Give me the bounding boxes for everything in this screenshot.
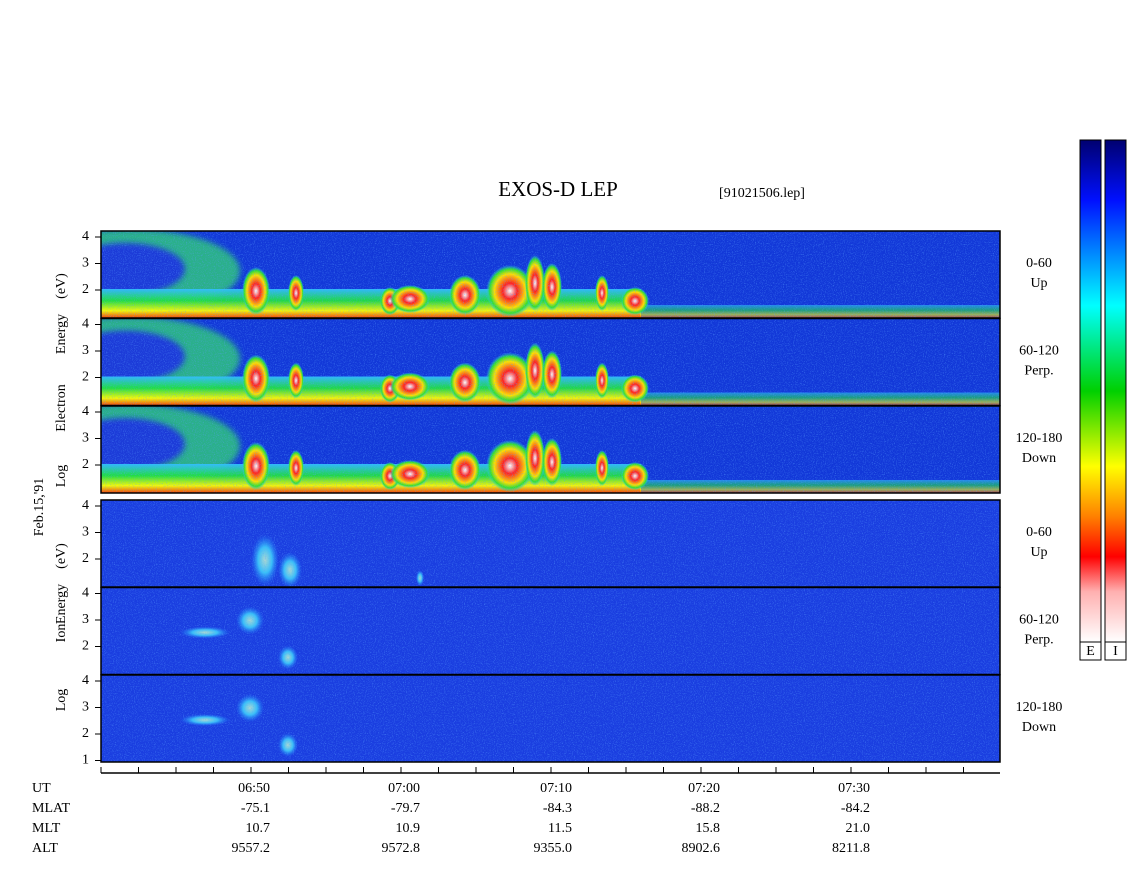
y-tick-label: 2 [82, 370, 89, 385]
row-value: 10.7 [246, 821, 271, 836]
y-tick-label: 3 [82, 525, 89, 540]
row-value: -84.2 [841, 801, 870, 816]
row-label: MLT [32, 821, 61, 836]
row-value: -84.3 [543, 801, 572, 816]
y-tick-label: 3 [82, 343, 89, 358]
color-bar-label-box [1104, 641, 1127, 661]
spectrogram [101, 406, 1000, 493]
noise [101, 406, 1000, 493]
angle-label: 120-180 [1016, 431, 1063, 446]
row-value: 10.9 [396, 821, 421, 836]
y-tick-label: 4 [82, 404, 89, 419]
y-tick-label: 3 [82, 700, 89, 715]
file-name: [91021506.lep] [719, 186, 805, 201]
direction-label: Up [1030, 545, 1047, 560]
date-label: Feb.15,'91 [32, 478, 47, 537]
angle-label: 120-180 [1016, 700, 1063, 715]
color-bar [1079, 139, 1102, 643]
direction-label: Perp. [1024, 364, 1053, 379]
angle-label: 0-60 [1026, 525, 1052, 540]
y-tick-label: 2 [82, 457, 89, 472]
noise [101, 587, 1000, 675]
y-tick-label: 3 [82, 256, 89, 271]
spectrogram [101, 587, 1000, 675]
title: EXOS-D LEP [498, 177, 618, 201]
spectrogram [101, 500, 1000, 587]
noise [101, 500, 1000, 587]
y-axis-label: (eV) [54, 543, 69, 569]
row-value: 9572.8 [382, 841, 421, 856]
direction-label: Up [1030, 276, 1047, 291]
y-tick-label: 2 [82, 726, 89, 741]
row-value: -88.2 [691, 801, 720, 816]
y-axis-label: Log [54, 689, 69, 712]
y-axis-label: Energy [54, 584, 69, 624]
row-value: 15.8 [696, 821, 721, 836]
y-axis-label: Log [54, 465, 69, 488]
row-value: 06:50 [238, 781, 270, 796]
y-tick-label: 2 [82, 282, 89, 297]
y-tick-label: 1 [82, 753, 89, 768]
y-axis-label: Energy [54, 314, 69, 354]
row-label: ALT [32, 841, 58, 856]
row-value: 07:00 [388, 781, 420, 796]
y-tick-label: 4 [82, 673, 89, 688]
y-tick-label: 4 [82, 498, 89, 513]
y-tick-label: 2 [82, 551, 89, 566]
y-axis-label: Electron [54, 384, 69, 431]
panel-frame [100, 674, 1001, 763]
spectrogram [101, 675, 1000, 762]
row-value: 9557.2 [232, 841, 271, 856]
row-value: 21.0 [846, 821, 871, 836]
y-tick-label: 4 [82, 317, 89, 332]
noise [101, 231, 1000, 318]
row-value: -75.1 [241, 801, 270, 816]
row-value: 9355.0 [534, 841, 573, 856]
color-bar-label: E [1086, 644, 1095, 659]
color-bar [1104, 139, 1127, 643]
angle-label: 0-60 [1026, 256, 1052, 271]
color-bar-label-box [1079, 641, 1102, 661]
direction-label: Down [1022, 720, 1056, 735]
noise [101, 318, 1000, 406]
y-axis-label: (eV) [54, 273, 69, 299]
row-value: 07:30 [838, 781, 870, 796]
direction-label: Perp. [1024, 633, 1053, 648]
y-tick-label: 4 [82, 586, 89, 601]
y-axis-label: Ion [54, 624, 69, 643]
row-value: -79.7 [391, 801, 420, 816]
row-value: 8211.8 [832, 841, 870, 856]
row-label: UT [32, 781, 51, 796]
spectrogram [101, 318, 1000, 406]
y-tick-label: 3 [82, 431, 89, 446]
row-value: 11.5 [548, 821, 572, 836]
spectrogram [101, 231, 1000, 318]
row-value: 07:10 [540, 781, 572, 796]
panel-frame [100, 405, 1001, 494]
y-tick-label: 4 [82, 229, 89, 244]
row-label: MLAT [32, 801, 71, 816]
row-value: 07:20 [688, 781, 720, 796]
noise [101, 675, 1000, 762]
direction-label: Down [1022, 451, 1056, 466]
angle-label: 60-120 [1019, 344, 1059, 359]
y-tick-label: 2 [82, 639, 89, 654]
color-bar-label: I [1113, 644, 1118, 659]
angle-label: 60-120 [1019, 613, 1059, 628]
y-tick-label: 3 [82, 612, 89, 627]
row-value: 8902.6 [682, 841, 721, 856]
